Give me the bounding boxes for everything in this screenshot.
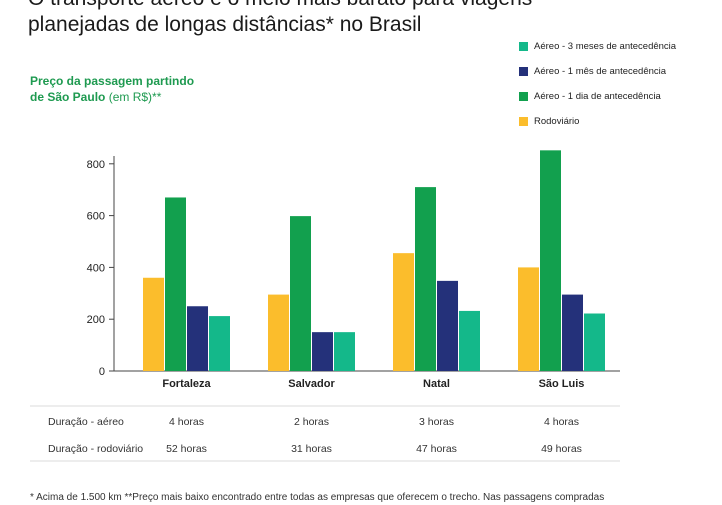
bar — [334, 332, 355, 371]
bar-chart: 0 200 400 600 800 Fortaleza 4 horas 52 horas Sal… — [30, 150, 620, 462]
bar — [562, 294, 583, 371]
bar — [143, 277, 164, 371]
x-category-label: São Luis — [539, 378, 585, 390]
y-tick-label: 0 — [99, 366, 105, 378]
bar — [540, 150, 561, 371]
bar — [209, 316, 230, 371]
duration-value: 4 horas — [544, 416, 579, 428]
legend-label: Aéreo - 1 mês de antecedência — [534, 66, 667, 77]
bar — [415, 187, 436, 371]
subtitle-line-2: de São Paulo — [30, 90, 106, 104]
legend-swatch — [519, 42, 528, 51]
duration-value: 31 horas — [291, 443, 332, 455]
bar — [393, 253, 414, 371]
bar — [290, 216, 311, 371]
legend-item: Aéreo - 3 meses de antecedência — [519, 40, 676, 53]
x-category-label: Fortaleza — [162, 378, 211, 390]
legend-swatch — [519, 92, 528, 101]
legend-swatch — [519, 117, 528, 126]
legend-item: Rodoviário — [519, 115, 676, 128]
bar — [459, 310, 480, 371]
bar — [437, 280, 458, 371]
legend-item: Aéreo - 1 mês de antecedência — [519, 65, 676, 78]
x-category-label: Natal — [423, 378, 450, 390]
y-tick-label: 400 — [87, 262, 105, 274]
chart-legend: Aéreo - 3 meses de antecedência Aéreo - … — [519, 40, 676, 140]
bar — [268, 294, 289, 371]
duration-value: 3 horas — [419, 416, 454, 428]
y-tick-label: 200 — [87, 314, 105, 326]
duration-row-label: Duração - aéreo — [48, 416, 124, 428]
legend-label: Aéreo - 1 dia de antecedência — [534, 91, 661, 102]
bar — [518, 267, 539, 371]
y-tick-label: 800 — [87, 159, 105, 171]
legend-item: Aéreo - 1 dia de antecedência — [519, 90, 676, 103]
legend-label: Aéreo - 3 meses de antecedência — [534, 41, 677, 52]
chart-subtitle: Preço da passagem partindo de São Paulo … — [30, 73, 194, 105]
bar — [165, 197, 186, 371]
duration-value: 2 horas — [294, 416, 329, 428]
subtitle-line-1: Preço da passagem partindo — [30, 74, 195, 88]
subtitle-unit: (em R$)** — [105, 90, 162, 104]
headline: O transporte aéreo é o meio mais barato … — [28, 0, 532, 38]
bar — [187, 306, 208, 371]
duration-value: 47 horas — [416, 443, 457, 455]
duration-value: 52 horas — [166, 443, 207, 455]
footnote: * Acima de 1.500 km **Preço mais baixo e… — [30, 492, 605, 503]
y-tick-label: 600 — [87, 211, 105, 223]
duration-value: 4 horas — [169, 416, 204, 428]
x-category-label: Salvador — [288, 378, 335, 390]
duration-value: 49 horas — [541, 443, 582, 455]
headline-line-2: planejadas de longas distâncias* no Bras… — [28, 13, 422, 36]
legend-swatch — [519, 67, 528, 76]
legend-label: Rodoviário — [534, 116, 580, 127]
duration-row-label: Duração - rodoviário — [48, 443, 143, 455]
headline-line-1: O transporte aéreo é o meio mais barato … — [28, 0, 532, 12]
bar — [584, 313, 605, 371]
bar — [312, 332, 333, 371]
